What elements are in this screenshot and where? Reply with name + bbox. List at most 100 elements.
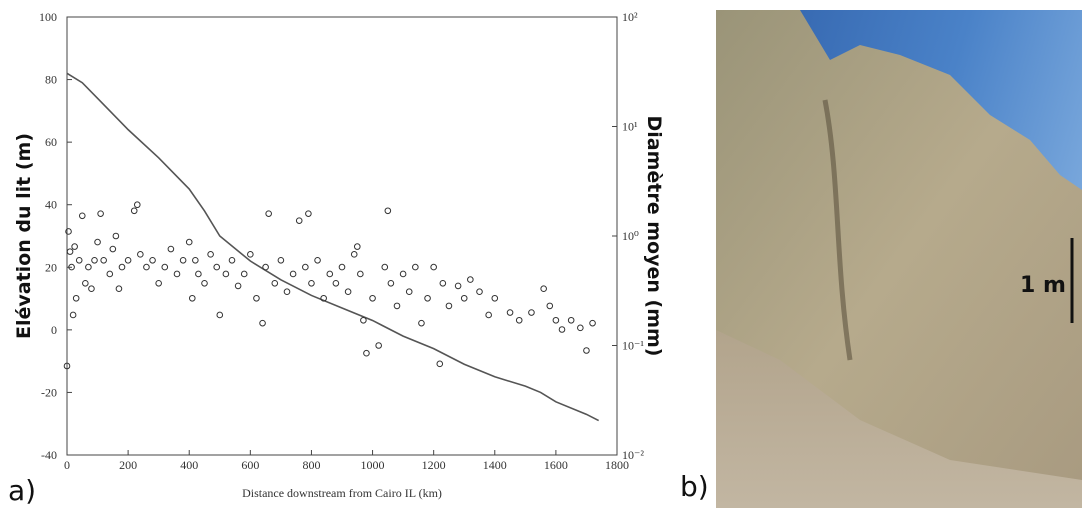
grain-size-point: [149, 256, 156, 264]
grain-size-point: [283, 288, 291, 295]
grain-size-point: [173, 270, 181, 278]
grain-size-point: [314, 256, 321, 264]
bed-profile: [66, 72, 600, 422]
grain-size-point: [213, 263, 221, 271]
scree: [716, 330, 1082, 508]
grain-size-point: [540, 285, 547, 293]
grain-size-point: [88, 285, 95, 293]
grain-size-point: [271, 279, 279, 287]
grain-size-point: [130, 207, 138, 215]
grain-size-point: [567, 316, 575, 324]
grain-size-point: [97, 210, 104, 217]
grain-size-point: [344, 288, 352, 295]
grain-size-point: [360, 316, 367, 324]
grain-size-point: [436, 360, 444, 368]
grain-size-point: [167, 245, 175, 253]
grain-size-point: [445, 302, 453, 310]
grain-size-point: [72, 294, 80, 302]
y2-tick-label: 10⁻¹: [622, 339, 644, 353]
x-tick-label: 1000: [361, 458, 385, 472]
grain-size-point: [222, 270, 230, 278]
grain-size-point: [109, 245, 117, 253]
grain-size-point: [430, 263, 437, 271]
grain-size-point: [91, 256, 98, 264]
y2-tick-label: 10⁻²: [622, 448, 644, 462]
grain-size-point: [332, 279, 340, 287]
panel-label: a): [8, 474, 36, 507]
grain-size-point: [137, 251, 144, 258]
grain-size-point: [558, 326, 566, 333]
grain-size-point: [195, 270, 202, 278]
grain-size-point: [124, 256, 132, 264]
y-tick-label: 0: [51, 323, 57, 337]
grain-size-point: [185, 238, 193, 246]
grain-size-point: [75, 256, 83, 264]
grain-size-point: [262, 263, 269, 271]
grain-size-point: [424, 294, 431, 302]
grain-size-point: [207, 251, 214, 258]
grain-size-point: [439, 279, 447, 287]
x-tick-label: 1200: [422, 458, 446, 472]
grain-size-point: [460, 294, 468, 302]
grain-size-point: [589, 319, 596, 327]
x-tick-label: 0: [64, 458, 70, 472]
grain-size-point: [363, 349, 370, 357]
grain-size-point: [118, 263, 126, 271]
gully: [822, 99, 853, 361]
grain-size-point: [353, 243, 361, 250]
y2-tick-label: 10⁰: [622, 229, 639, 243]
x-tick-label: 600: [241, 458, 259, 472]
grain-size-point: [326, 270, 334, 278]
grain-size-point: [515, 316, 523, 324]
grain-size-point: [399, 270, 407, 278]
grain-size-point: [454, 282, 462, 290]
x-tick-label: 200: [119, 458, 137, 472]
photo: 1 m: [716, 10, 1082, 508]
grain-size-point: [320, 294, 327, 302]
y-tick-label: 40: [45, 198, 57, 212]
y-tick-label: 100: [39, 10, 57, 24]
grain-size-point: [350, 251, 358, 258]
y2-tick-label: 10²: [622, 10, 638, 24]
panel-label: b): [680, 470, 709, 503]
grain-size-point: [71, 243, 78, 250]
grain-size-point: [369, 294, 376, 302]
grain-size-point: [192, 256, 199, 264]
grain-size-point: [112, 232, 120, 240]
grain-size-point: [78, 212, 86, 220]
grain-size-point: [289, 270, 297, 278]
grain-size-point: [94, 238, 101, 246]
grain-size-point: [577, 324, 584, 332]
grain-size-point: [133, 201, 141, 209]
grain-size-point: [69, 311, 77, 319]
grain-size-point: [234, 282, 242, 290]
grain-size-point: [161, 263, 169, 271]
grain-size-point: [295, 217, 303, 224]
grain-size-point: [412, 263, 419, 271]
grain-size-point: [253, 294, 260, 302]
grain-size-point: [106, 270, 114, 278]
grain-size-point: [63, 362, 71, 370]
grain-size-point: [65, 228, 72, 235]
y-tick-label: -40: [41, 448, 57, 462]
grain-size-point: [357, 270, 364, 278]
y-tick-label: 20: [45, 260, 57, 274]
grain-size-point: [302, 263, 309, 271]
grain-size-point: [216, 311, 224, 319]
x-axis-label: Distance downstream from Cairo IL (km): [242, 486, 442, 500]
x-tick-label: 800: [302, 458, 320, 472]
grain-size-point: [100, 256, 107, 264]
grain-size-point: [277, 256, 285, 264]
scale-label: 1 m: [1020, 273, 1066, 298]
y-tick-label: -20: [41, 385, 57, 399]
y-axis-label: Elévation du lit (m): [13, 133, 35, 339]
y2-tick-label: 10¹: [622, 120, 638, 134]
grain-size-point: [546, 302, 554, 310]
grain-size-point: [240, 270, 248, 278]
x-tick-label: 1400: [483, 458, 507, 472]
grain-size-point: [68, 263, 75, 271]
grain-size-point: [228, 256, 236, 264]
grain-size-point: [476, 288, 483, 295]
x-tick-label: 400: [180, 458, 198, 472]
